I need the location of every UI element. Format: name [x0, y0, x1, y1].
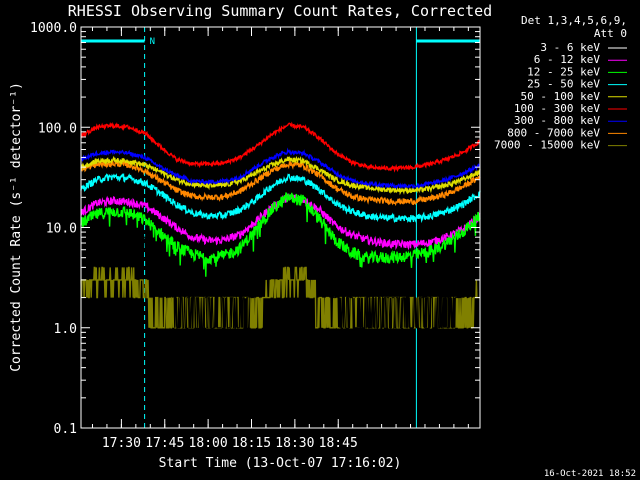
- legend-header-2: Att 0: [594, 27, 627, 40]
- timestamp: 16-Oct-2021 18:52: [544, 469, 636, 479]
- legend-label: 7000 - 15000 keV: [494, 139, 600, 152]
- legend-header-1: Det 1,3,4,5,6,9,: [521, 14, 627, 27]
- y-tick-label: 0.1: [54, 422, 77, 437]
- x-tick-label: 17:45: [145, 436, 184, 451]
- y-tick-label: 100.0: [38, 121, 77, 136]
- series-line-7: [80, 159, 481, 207]
- legend-label: 6 - 12 keV: [534, 53, 601, 66]
- chart-title: RHESSI Observing Summary Count Rates, Co…: [68, 2, 492, 20]
- series-line-6: [80, 147, 481, 190]
- night-label: N: [150, 37, 155, 47]
- x-tick-label: 18:30: [275, 436, 314, 451]
- legend-label: 3 - 6 keV: [540, 41, 600, 54]
- x-tick-label: 17:30: [102, 436, 141, 451]
- legend-label: 800 - 7000 keV: [507, 126, 600, 139]
- x-axis-label: Start Time (13-Oct-07 17:16:02): [159, 456, 402, 471]
- series-line-0: [80, 227, 481, 329]
- y-tick-label: 1000.0: [30, 21, 77, 36]
- legend-label: 300 - 800 keV: [514, 114, 600, 127]
- x-tick-label: 18:00: [189, 436, 228, 451]
- series-line-2: [80, 192, 481, 277]
- y-tick-label: 1.0: [54, 322, 77, 337]
- x-tick-label: 18:45: [319, 436, 358, 451]
- series-line-3: [80, 172, 481, 224]
- axes: 0.1 1.0 10.0 100.0 1000.0 17:30 17:45 18:00 18:1…: [30, 21, 481, 451]
- legend-label: 12 - 25 keV: [527, 65, 600, 78]
- x-tick-label: 18:15: [232, 436, 271, 451]
- legend-label: 50 - 100 keV: [521, 90, 601, 103]
- legend-label: 100 - 300 keV: [514, 102, 600, 115]
- legend-label: 25 - 50 keV: [527, 78, 600, 91]
- y-tick-label: 10.0: [46, 222, 77, 237]
- series-line-5: [80, 121, 481, 173]
- y-axis-label: Corrected Count Rate (s⁻¹ detector⁻¹): [9, 82, 24, 372]
- plot-area: N: [80, 27, 481, 428]
